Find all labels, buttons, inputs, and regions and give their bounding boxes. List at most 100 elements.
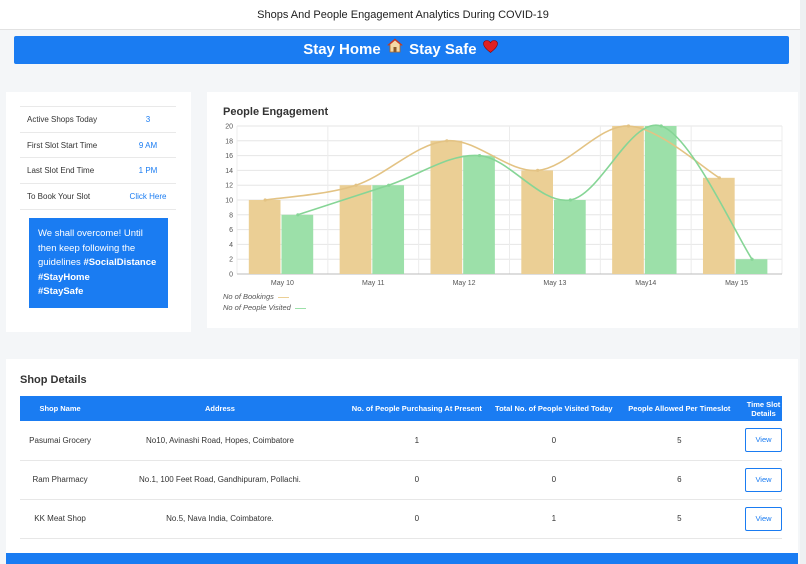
legend-visited-swatch bbox=[294, 307, 306, 309]
col-total-visited: Total No. of People Visited Today bbox=[493, 396, 614, 421]
x-tick-label: May 15 bbox=[725, 280, 748, 287]
book-slot-link[interactable]: Click Here bbox=[120, 183, 176, 210]
col-people-allowed: People Allowed Per Timeslot bbox=[613, 396, 745, 421]
info-label: To Book Your Slot bbox=[20, 183, 120, 210]
guidelines-quote: We shall overcome! Until then keep follo… bbox=[29, 218, 168, 308]
visited-bar bbox=[735, 259, 768, 274]
table-row: Ram Pharmacy No.1, 100 Feet Road, Gandhi… bbox=[20, 460, 782, 500]
y-tick-label: 20 bbox=[225, 124, 233, 131]
chart-card bbox=[207, 92, 798, 328]
table-row: Pasumai Grocery No10, Avinashi Road, Hop… bbox=[20, 421, 782, 461]
shop-details-table: Shop Name Address No. of People Purchasi… bbox=[20, 396, 782, 539]
shop-allowed: 5 bbox=[613, 499, 745, 539]
visited-bar bbox=[281, 214, 314, 274]
table-row: KK Meat Shop No.5, Nava India, Coimbator… bbox=[20, 499, 782, 539]
col-shop-name: Shop Name bbox=[20, 396, 101, 421]
view-button[interactable]: View bbox=[745, 428, 782, 453]
shop-visited: 1 bbox=[493, 499, 614, 539]
legend-visited-label: No of People Visited bbox=[223, 303, 291, 312]
visited-bar bbox=[554, 200, 586, 274]
bookings-point bbox=[263, 198, 267, 202]
hashtag-social-distance: #SocialDistance bbox=[83, 257, 157, 269]
y-tick-label: 14 bbox=[225, 168, 233, 175]
visited-bar bbox=[644, 126, 677, 274]
y-tick-label: 12 bbox=[225, 183, 233, 190]
bookings-bar bbox=[248, 200, 281, 274]
x-tick-label: May 10 bbox=[271, 280, 294, 287]
y-tick-label: 8 bbox=[229, 212, 233, 219]
y-tick-label: 2 bbox=[229, 257, 233, 264]
info-label: Active Shops Today bbox=[20, 106, 120, 133]
top-header: Shops And People Engagement Analytics Du… bbox=[0, 0, 806, 30]
shop-allowed: 6 bbox=[613, 460, 745, 500]
info-row-first-slot: First Slot Start Time 9 AM bbox=[20, 131, 176, 158]
y-tick-label: 18 bbox=[225, 138, 233, 145]
bookings-bar bbox=[339, 185, 372, 274]
shop-address: No10, Avinashi Road, Hopes, Coimbatore bbox=[100, 421, 340, 461]
y-tick-label: 4 bbox=[229, 242, 233, 249]
house-icon bbox=[386, 35, 403, 63]
bookings-point bbox=[626, 124, 631, 128]
col-time-slot: Time Slot Details bbox=[745, 396, 782, 421]
legend-bookings-swatch bbox=[277, 296, 289, 298]
bookings-bar bbox=[612, 126, 644, 274]
bookings-bar bbox=[702, 177, 735, 274]
shop-allowed: 5 bbox=[613, 421, 745, 461]
x-tick-label: May14 bbox=[635, 280, 656, 287]
col-purchasing-present: No. of People Purchasing At Present bbox=[339, 396, 494, 421]
info-label: First Slot Start Time bbox=[20, 131, 120, 158]
shop-visited: 0 bbox=[493, 421, 614, 461]
visited-bar bbox=[463, 155, 495, 274]
legend-bookings-label: No of Bookings bbox=[223, 292, 274, 301]
legend-visited: No of People Visited bbox=[223, 303, 306, 312]
info-value: 1 PM bbox=[120, 157, 176, 184]
engagement-chart: 0 2 4 6 8 10 12 14 16 18 20 May 10 May 11 May 12 May 1… bbox=[225, 124, 783, 287]
legend-bookings: No of Bookings bbox=[223, 292, 289, 301]
info-row-book-slot: To Book Your Slot Click Here bbox=[20, 183, 176, 210]
info-row-active-shops: Active Shops Today 3 bbox=[20, 106, 176, 133]
visited-point bbox=[387, 183, 391, 187]
bookings-bar bbox=[430, 140, 463, 274]
visited-point bbox=[750, 257, 754, 261]
bookings-point bbox=[717, 176, 721, 180]
quote-text: We shall overcome! Until then keep follo… bbox=[38, 228, 143, 269]
y-tick-label: 16 bbox=[225, 153, 233, 160]
time-slot-cell: View bbox=[745, 421, 782, 461]
page-title: Shops And People Engagement Analytics Du… bbox=[257, 9, 549, 21]
visited-bar bbox=[372, 185, 405, 274]
info-value: 3 bbox=[120, 106, 176, 133]
shop-details-title: Shop Details bbox=[20, 374, 87, 386]
shop-visited: 0 bbox=[493, 460, 614, 500]
time-slot-cell: View bbox=[745, 499, 782, 539]
time-slot-cell: View bbox=[745, 460, 782, 500]
view-button[interactable]: View bbox=[745, 506, 782, 531]
y-tick-label: 0 bbox=[229, 272, 233, 279]
banner-text-stay-home: Stay Home bbox=[303, 41, 381, 58]
banner-text-stay-safe: Stay Safe bbox=[409, 41, 477, 58]
col-address: Address bbox=[100, 396, 340, 421]
hashtag-stay-safe: #StaySafe bbox=[38, 286, 84, 298]
shop-name: KK Meat Shop bbox=[20, 499, 101, 539]
view-button[interactable]: View bbox=[745, 467, 782, 492]
visited-point bbox=[296, 213, 300, 217]
visited-point bbox=[659, 124, 663, 128]
info-table: Active Shops Today 3 First Slot Start Ti… bbox=[20, 106, 176, 210]
hashtag-stay-home: #StayHome bbox=[38, 271, 90, 283]
info-row-last-slot: Last Slot End Time 1 PM bbox=[20, 157, 176, 184]
stay-home-banner: Stay Home Stay Safe bbox=[14, 36, 789, 64]
shop-address: No.5, Nava India, Coimbatore. bbox=[100, 499, 340, 539]
y-tick-label: 6 bbox=[229, 227, 233, 234]
table-header-row: Shop Name Address No. of People Purchasi… bbox=[20, 396, 782, 421]
footer-bar bbox=[6, 553, 798, 564]
shop-present: 0 bbox=[339, 499, 494, 539]
x-tick-label: May 12 bbox=[453, 280, 476, 287]
x-tick-label: May 13 bbox=[543, 280, 566, 287]
bookings-point bbox=[536, 168, 540, 172]
bookings-trend-line bbox=[265, 125, 720, 201]
visited-point bbox=[568, 198, 572, 202]
shop-present: 0 bbox=[339, 460, 494, 500]
page-scrollbar[interactable] bbox=[800, 0, 806, 564]
y-tick-label: 10 bbox=[225, 198, 233, 205]
visited-point bbox=[477, 154, 482, 158]
x-tick-label: May 11 bbox=[362, 280, 385, 287]
